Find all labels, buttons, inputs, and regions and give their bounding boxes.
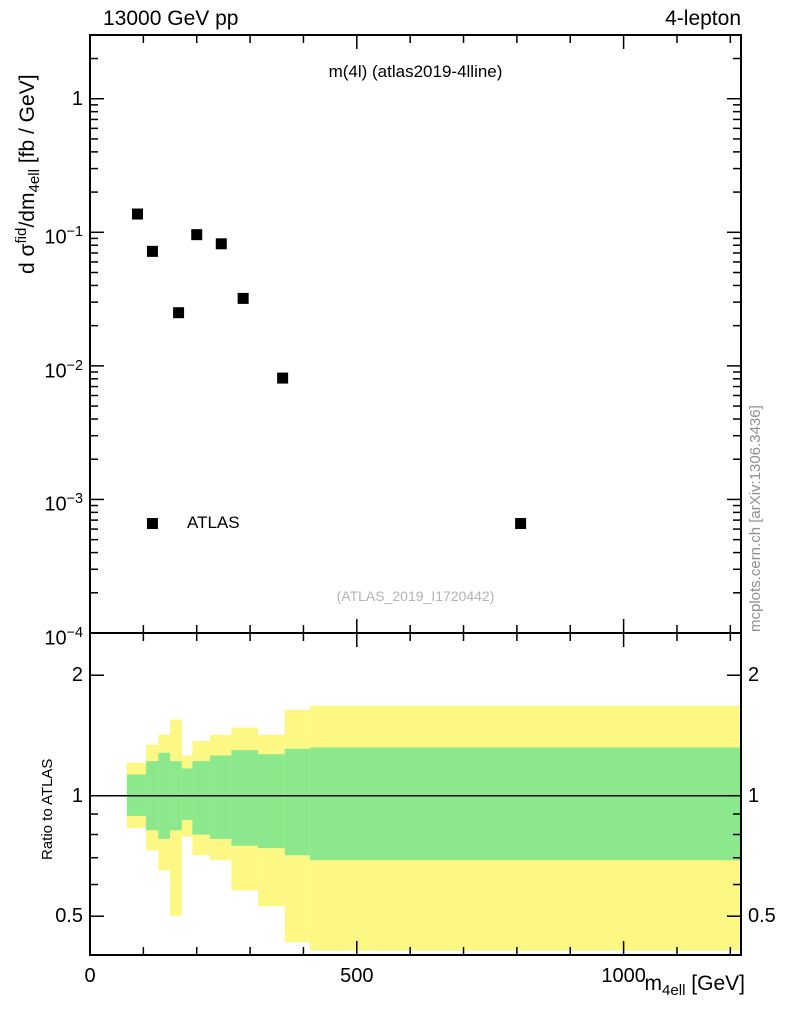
data-point bbox=[515, 518, 527, 530]
y-label-pre: d σ bbox=[16, 243, 39, 274]
header-analysis-group: 4-lepton bbox=[665, 7, 741, 30]
x-label-post: [GeV] bbox=[685, 972, 745, 995]
ratio-panel-frame bbox=[89, 632, 742, 956]
data-point bbox=[215, 238, 227, 250]
axis-ticks bbox=[89, 34, 741, 955]
x-label-pre: m bbox=[644, 972, 662, 995]
watermark-analysis-id: (ATLAS_2019_I1720442) bbox=[336, 588, 495, 604]
y-label-mid: /dm bbox=[16, 192, 39, 228]
data-point bbox=[173, 307, 185, 319]
legend-label: ATLAS bbox=[187, 513, 240, 532]
main-panel-frame bbox=[89, 34, 742, 634]
header-beam-energy: 13000 GeV pp bbox=[103, 7, 239, 30]
data-point bbox=[131, 208, 143, 220]
y-label-sub: 4ell bbox=[26, 169, 44, 193]
y-axis-label-main: d σfid/dm4ell [fb / GeV] bbox=[13, 74, 43, 274]
data-point bbox=[277, 372, 289, 384]
y-axis-label-ratio: Ratio to ATLAS bbox=[39, 758, 56, 860]
data-points bbox=[131, 208, 527, 530]
plot-title: m(4l) (atlas2019-4lline) bbox=[328, 62, 503, 81]
data-point bbox=[191, 229, 203, 241]
x-axis-label: m4ell [GeV] bbox=[644, 972, 745, 999]
ratio-band-green bbox=[126, 747, 741, 861]
y-label-sup: fid bbox=[13, 227, 30, 244]
side-note-mcplots: mcplots.cern.ch [arXiv:1306.3436] bbox=[747, 405, 764, 632]
data-point bbox=[237, 292, 249, 304]
legend-marker bbox=[146, 518, 158, 530]
y-label-post: [fb / GeV] bbox=[16, 74, 39, 169]
x-label-sub: 4ell bbox=[661, 982, 686, 1000]
data-point bbox=[146, 245, 158, 257]
